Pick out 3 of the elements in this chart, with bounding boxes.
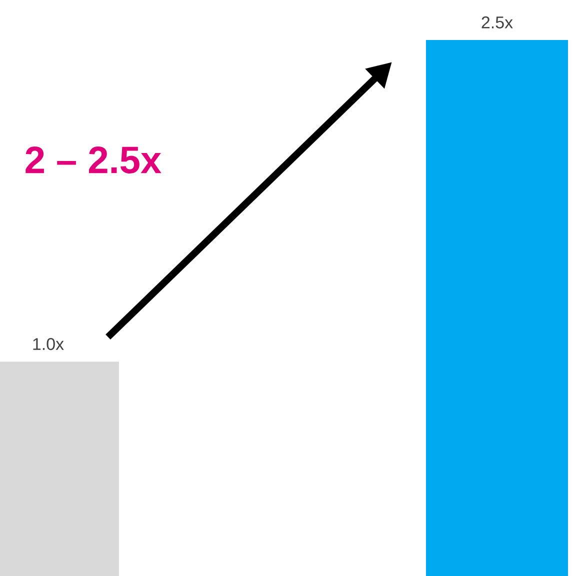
annotation: 2 – 2.5x (26, 146, 162, 174)
data-label: 2.5x (482, 16, 513, 28)
data-label: 1.0x (33, 338, 64, 350)
